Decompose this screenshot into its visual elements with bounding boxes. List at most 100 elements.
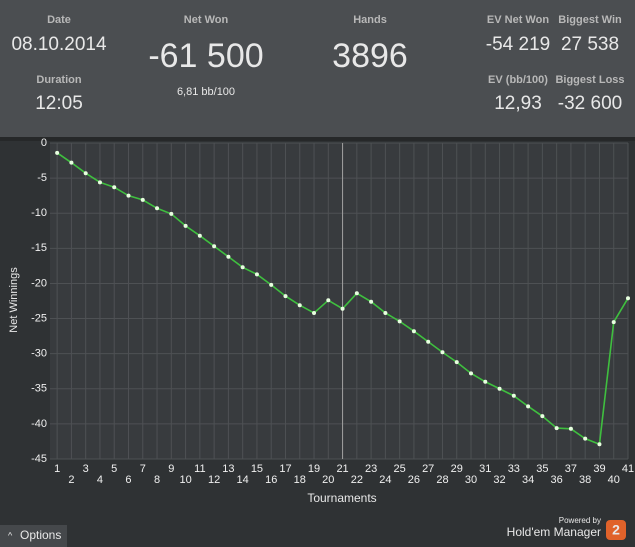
stat-value: -32 600 (558, 93, 622, 114)
x-tick-label: 21 (336, 463, 348, 475)
x-tick-label: 5 (111, 463, 117, 475)
x-tick-label: 15 (251, 463, 263, 475)
data-point (55, 150, 60, 155)
x-tick-label: 34 (522, 474, 534, 486)
x-tick-label: 20 (322, 474, 334, 486)
data-point (212, 244, 217, 249)
plot-area (50, 143, 628, 459)
data-point (369, 299, 374, 304)
x-tick-label: 14 (237, 474, 249, 486)
data-point (97, 180, 102, 185)
x-tick-label: 4 (97, 474, 103, 486)
data-point (397, 319, 402, 324)
x-tick-label: 39 (593, 463, 605, 475)
x-tick-label: 29 (451, 463, 463, 475)
data-point (540, 414, 545, 419)
stat-value: 12:05 (35, 93, 83, 114)
options-label[interactable]: Options (20, 528, 61, 542)
x-tick-label: 31 (479, 463, 491, 475)
y-tick-label: 0 (41, 137, 47, 149)
data-point (312, 310, 317, 315)
x-tick-label: 38 (579, 474, 591, 486)
y-tick-label: -30 (31, 348, 47, 360)
x-tick-label: 41 (622, 463, 634, 475)
x-tick-label: 13 (222, 463, 234, 475)
data-point (554, 426, 559, 431)
stat-label: Biggest Win (558, 14, 622, 26)
data-point (69, 160, 74, 165)
brand-badge-text: 2 (612, 522, 620, 538)
y-tick-label: -20 (31, 277, 47, 289)
x-tick-label: 16 (265, 474, 277, 486)
brand-name: Hold'em Manager (507, 525, 601, 539)
data-point (454, 360, 459, 365)
x-tick-label: 23 (365, 463, 377, 475)
x-tick-label: 32 (493, 474, 505, 486)
x-tick-label: 28 (436, 474, 448, 486)
data-point (611, 320, 616, 325)
x-tick-label: 30 (465, 474, 477, 486)
data-point (526, 404, 531, 409)
data-point (283, 294, 288, 299)
data-point (469, 371, 474, 376)
x-tick-label: 33 (508, 463, 520, 475)
stat-value: 08.10.2014 (11, 34, 107, 55)
data-point (226, 254, 231, 259)
powered-by: Powered by (559, 516, 601, 525)
x-tick-label: 22 (351, 474, 363, 486)
y-tick-label: -35 (31, 383, 47, 395)
x-tick-label: 27 (422, 463, 434, 475)
data-point (383, 310, 388, 315)
x-tick-label: 36 (551, 474, 563, 486)
data-point (340, 306, 345, 311)
x-axis-label: Tournaments (307, 491, 376, 505)
options-button[interactable] (0, 525, 67, 547)
x-tick-label: 6 (125, 474, 131, 486)
net-won-rate: 6,81 bb/100 (177, 86, 235, 98)
y-tick-label: -15 (31, 242, 47, 254)
y-tick-label: -40 (31, 418, 47, 430)
stat-label: Hands (353, 14, 387, 26)
x-tick-label: 24 (379, 474, 391, 486)
data-point (497, 386, 502, 391)
x-tick-label: 2 (68, 474, 74, 486)
data-point (126, 193, 131, 198)
data-point (140, 197, 145, 202)
stat-label: EV (bb/100) (488, 74, 548, 86)
data-point (440, 350, 445, 355)
data-point (197, 233, 202, 238)
header-panel (0, 0, 635, 137)
data-point (411, 329, 416, 334)
stat-label: EV Net Won (487, 14, 549, 26)
data-point (240, 265, 245, 270)
x-tick-label: 26 (408, 474, 420, 486)
y-tick-label: -45 (31, 453, 47, 465)
data-point (583, 436, 588, 441)
data-point (112, 185, 117, 190)
data-point (183, 223, 188, 228)
data-point (483, 379, 488, 384)
data-point (297, 303, 302, 308)
data-point (626, 296, 630, 301)
x-tick-label: 40 (608, 474, 620, 486)
y-tick-label: -5 (37, 172, 47, 184)
x-tick-label: 10 (179, 474, 191, 486)
x-tick-label: 9 (168, 463, 174, 475)
x-tick-label: 35 (536, 463, 548, 475)
x-tick-label: 12 (208, 474, 220, 486)
data-point (597, 442, 602, 447)
stat-value: -61 500 (148, 37, 263, 75)
stat-label: Date (47, 14, 71, 26)
x-tick-label: 19 (308, 463, 320, 475)
options-caret: ^ (8, 530, 13, 540)
data-point (426, 339, 431, 344)
data-point (511, 393, 516, 398)
stat-value: 3896 (332, 37, 408, 75)
x-tick-label: 8 (154, 474, 160, 486)
data-point (326, 298, 331, 303)
y-tick-label: -25 (31, 312, 47, 324)
stat-value: 27 538 (561, 34, 619, 55)
data-point (354, 291, 359, 296)
x-tick-label: 25 (394, 463, 406, 475)
